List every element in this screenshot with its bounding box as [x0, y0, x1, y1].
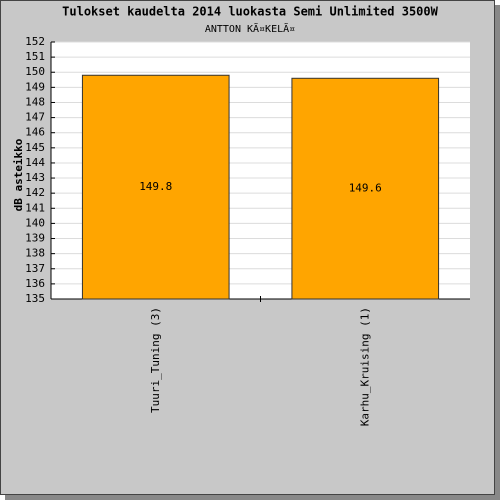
y-tick-label: 145 [25, 141, 45, 154]
y-tick-label: 138 [25, 247, 45, 260]
y-axis-label: dB asteikko [12, 138, 25, 211]
x-tick-label: Karhu_Kruising (1) [358, 307, 371, 426]
y-tick-label: 135 [25, 292, 45, 305]
y-tick-label: 140 [25, 216, 45, 229]
y-tick-label: 149 [25, 80, 45, 93]
y-tick-label: 136 [25, 277, 45, 290]
y-tick-label: 143 [25, 171, 45, 184]
chart-title: Tulokset kaudelta 2014 luokasta Semi Unl… [62, 5, 438, 19]
bar [291, 77, 440, 300]
shadow [5, 495, 500, 500]
shadow [495, 5, 500, 500]
data-label: 149.8 [139, 180, 172, 193]
y-tick-label: 146 [25, 126, 45, 139]
y-tick-label: 150 [25, 65, 45, 78]
y-tick-label: 144 [25, 156, 45, 169]
y-tick-label: 141 [25, 201, 45, 214]
y-tick-label: 151 [25, 50, 45, 63]
bar [81, 74, 230, 300]
y-tick-label: 139 [25, 232, 45, 245]
y-tick-label: 148 [25, 95, 45, 108]
y-tick-label: 152 [25, 35, 45, 48]
y-tick-label: 142 [25, 186, 45, 199]
chart-subtitle: ANTTON KÃ¤KELÃ¤ [205, 22, 295, 35]
y-tick-label: 137 [25, 262, 45, 275]
x-tick-label: Tuuri_Tuning (3) [149, 307, 162, 413]
y-tick-label: 147 [25, 111, 45, 124]
data-label: 149.6 [349, 182, 382, 195]
